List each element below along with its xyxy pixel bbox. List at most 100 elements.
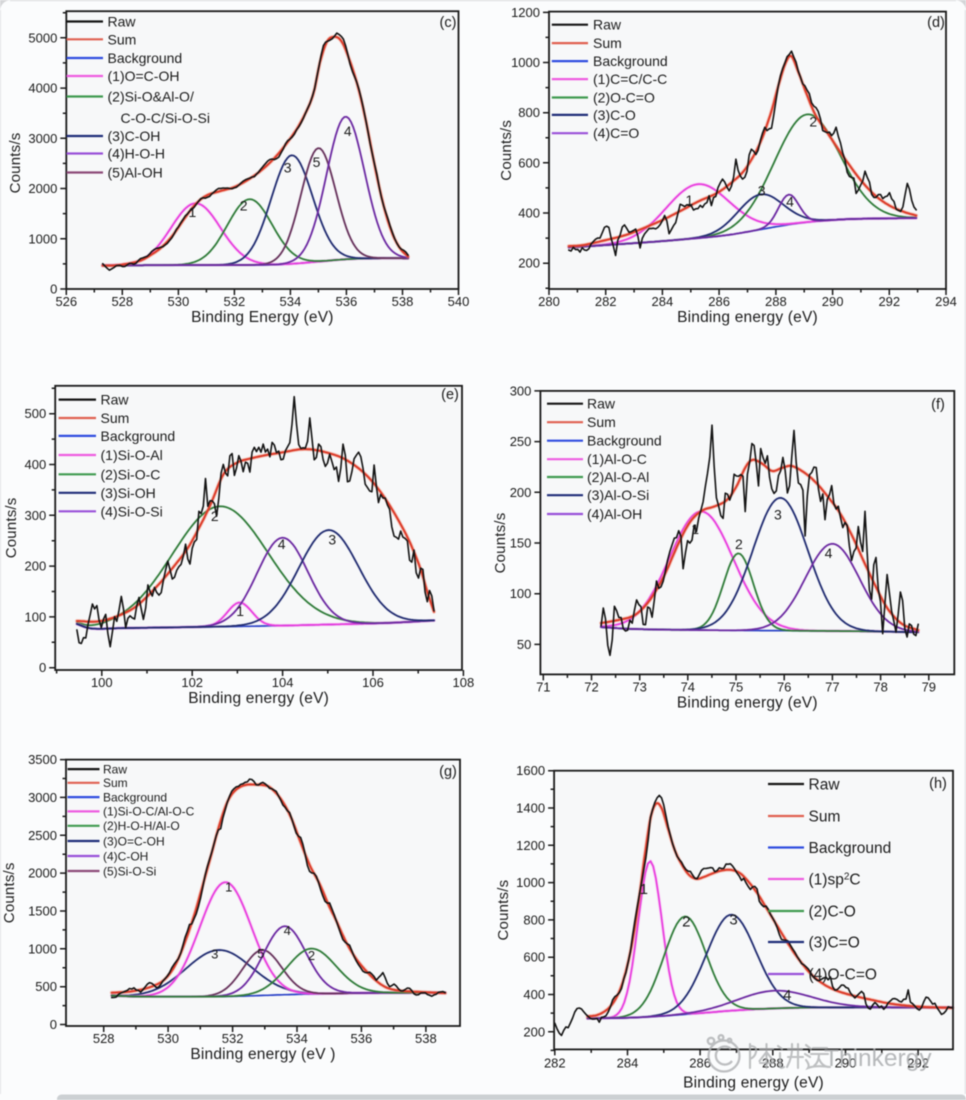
svg-text:(4)O-C=O: (4)O-C=O: [809, 967, 877, 984]
svg-text:C-O-C/Si-O-Si: C-O-C/Si-O-Si: [121, 110, 210, 126]
svg-text:79: 79: [922, 679, 936, 694]
svg-text:290: 290: [835, 1055, 857, 1070]
svg-text:200: 200: [24, 559, 46, 574]
svg-text:292: 292: [907, 1055, 929, 1070]
svg-text:3: 3: [729, 912, 737, 929]
svg-text:Counts/s: Counts/s: [492, 513, 509, 574]
svg-text:1000: 1000: [28, 941, 57, 956]
svg-text:400: 400: [523, 987, 545, 1002]
svg-text:1: 1: [225, 880, 232, 895]
svg-text:Binding energy (eV ): Binding energy (eV ): [190, 1046, 335, 1063]
svg-text:Binding energy (eV): Binding energy (eV): [677, 694, 818, 711]
svg-text:Sum: Sum: [108, 31, 137, 47]
svg-text:(2)Si-O-C: (2)Si-O-C: [101, 466, 161, 482]
svg-text:1: 1: [189, 204, 197, 220]
svg-text:76: 76: [777, 679, 791, 694]
svg-text:3: 3: [774, 507, 782, 523]
svg-text:1200: 1200: [511, 5, 540, 20]
svg-text:3000: 3000: [28, 131, 57, 146]
svg-text:4: 4: [278, 536, 286, 552]
svg-text:4: 4: [284, 923, 291, 938]
svg-text:(2)H-O-H/Al-O: (2)H-O-H/Al-O: [103, 819, 180, 833]
svg-text:250: 250: [510, 434, 532, 449]
svg-text:108: 108: [453, 675, 475, 690]
svg-text:3: 3: [284, 160, 292, 176]
svg-text:528: 528: [93, 1031, 115, 1046]
svg-text:(2)O-C=O: (2)O-C=O: [593, 90, 655, 106]
svg-text:536: 536: [336, 294, 358, 309]
svg-text:Raw: Raw: [101, 392, 130, 408]
svg-text:1: 1: [691, 521, 699, 537]
svg-text:(e): (e): [441, 387, 459, 403]
svg-text:50: 50: [517, 637, 531, 652]
svg-text:104: 104: [272, 675, 294, 690]
svg-text:Counts/s: Counts/s: [7, 133, 24, 194]
svg-text:(4)Si-O-Si: (4)Si-O-Si: [101, 503, 163, 519]
svg-text:600: 600: [523, 950, 545, 965]
svg-text:600: 600: [518, 155, 540, 170]
svg-text:294: 294: [935, 294, 957, 309]
svg-text:71: 71: [536, 679, 550, 694]
svg-text:300: 300: [510, 383, 532, 398]
svg-text:(1)Al-O-C: (1)Al-O-C: [587, 451, 647, 467]
svg-text:(d): (d): [927, 15, 945, 31]
svg-text:286: 286: [689, 1055, 711, 1070]
svg-text:Raw: Raw: [587, 396, 616, 412]
svg-text:2500: 2500: [28, 828, 57, 843]
svg-text:(4)Al-OH: (4)Al-OH: [587, 506, 642, 522]
svg-text:(5)Si-O-Si: (5)Si-O-Si: [103, 864, 156, 878]
svg-text:(1)Si-O-Al: (1)Si-O-Al: [101, 447, 163, 463]
svg-text:100: 100: [24, 609, 46, 624]
svg-text:538: 538: [415, 1031, 437, 1046]
svg-text:282: 282: [595, 294, 617, 309]
svg-text:534: 534: [280, 294, 302, 309]
svg-text:(2)Si-O&Al-O/: (2)Si-O&Al-O/: [108, 89, 194, 105]
svg-text:3000: 3000: [28, 790, 57, 805]
svg-text:Background: Background: [809, 840, 892, 857]
svg-text:3: 3: [328, 531, 336, 547]
svg-text:1000: 1000: [516, 875, 545, 890]
svg-text:538: 538: [392, 294, 414, 309]
svg-text:75: 75: [729, 679, 743, 694]
svg-text:77: 77: [825, 679, 839, 694]
svg-text:(5)Al-OH: (5)Al-OH: [108, 165, 163, 181]
svg-text:2: 2: [809, 114, 817, 130]
svg-text:(1)Si-O-C/Al-O-C: (1)Si-O-C/Al-O-C: [103, 805, 195, 819]
svg-text:4000: 4000: [28, 81, 57, 96]
svg-text:400: 400: [24, 457, 46, 472]
svg-text:1: 1: [236, 603, 244, 619]
svg-text:1000: 1000: [28, 231, 57, 246]
svg-text:534: 534: [286, 1031, 308, 1046]
svg-text:(4)H-O-H: (4)H-O-H: [108, 146, 166, 162]
svg-text:(3)C-O: (3)C-O: [593, 107, 636, 123]
svg-text:200: 200: [523, 1024, 545, 1039]
svg-text:288: 288: [765, 294, 787, 309]
svg-text:2000: 2000: [28, 181, 57, 196]
svg-text:(3)Si-OH: (3)Si-OH: [101, 485, 156, 501]
svg-text:3: 3: [758, 182, 766, 198]
svg-text:1600: 1600: [516, 763, 545, 778]
svg-text:Sum: Sum: [587, 414, 616, 430]
svg-text:800: 800: [518, 105, 540, 120]
svg-text:1400: 1400: [516, 801, 545, 816]
svg-text:2: 2: [735, 536, 743, 552]
svg-text:2: 2: [240, 198, 248, 214]
svg-text:Sum: Sum: [593, 35, 622, 51]
svg-text:2: 2: [308, 948, 315, 963]
svg-text:Counts/s: Counts/s: [498, 120, 515, 181]
svg-text:536: 536: [351, 1031, 373, 1046]
svg-text:3500: 3500: [28, 752, 57, 767]
svg-text:300: 300: [24, 508, 46, 523]
svg-text:1200: 1200: [516, 838, 545, 853]
svg-text:292: 292: [878, 294, 900, 309]
svg-text:(f): (f): [931, 397, 945, 413]
svg-text:Background: Background: [587, 433, 662, 449]
svg-text:2: 2: [682, 913, 690, 930]
svg-text:0: 0: [50, 282, 57, 297]
svg-text:74: 74: [681, 679, 695, 694]
svg-text:2000: 2000: [28, 866, 57, 881]
svg-text:Binding energy (eV): Binding energy (eV): [683, 1074, 824, 1091]
svg-text:5000: 5000: [28, 30, 57, 45]
svg-text:(3)C=O: (3)C=O: [809, 935, 860, 952]
svg-text:280: 280: [538, 294, 560, 309]
